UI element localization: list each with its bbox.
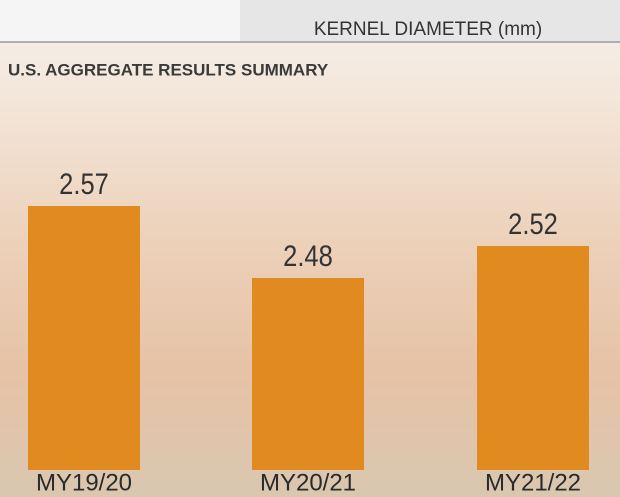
header-box bbox=[240, 0, 620, 42]
bar bbox=[477, 246, 589, 470]
chart-title: U.S. AGGREGATE RESULTS SUMMARY bbox=[8, 60, 329, 79]
value-label: 2.57 bbox=[59, 167, 109, 200]
bar bbox=[252, 278, 364, 470]
bar bbox=[28, 206, 140, 470]
value-label: 2.52 bbox=[508, 207, 558, 240]
x-tick-label: MY19/20 bbox=[36, 469, 132, 496]
header-text: KERNEL DIAMETER (mm) bbox=[314, 19, 542, 40]
x-tick-label: MY20/21 bbox=[260, 469, 356, 496]
x-tick-label: MY21/22 bbox=[485, 469, 581, 496]
value-label: 2.48 bbox=[283, 239, 333, 272]
